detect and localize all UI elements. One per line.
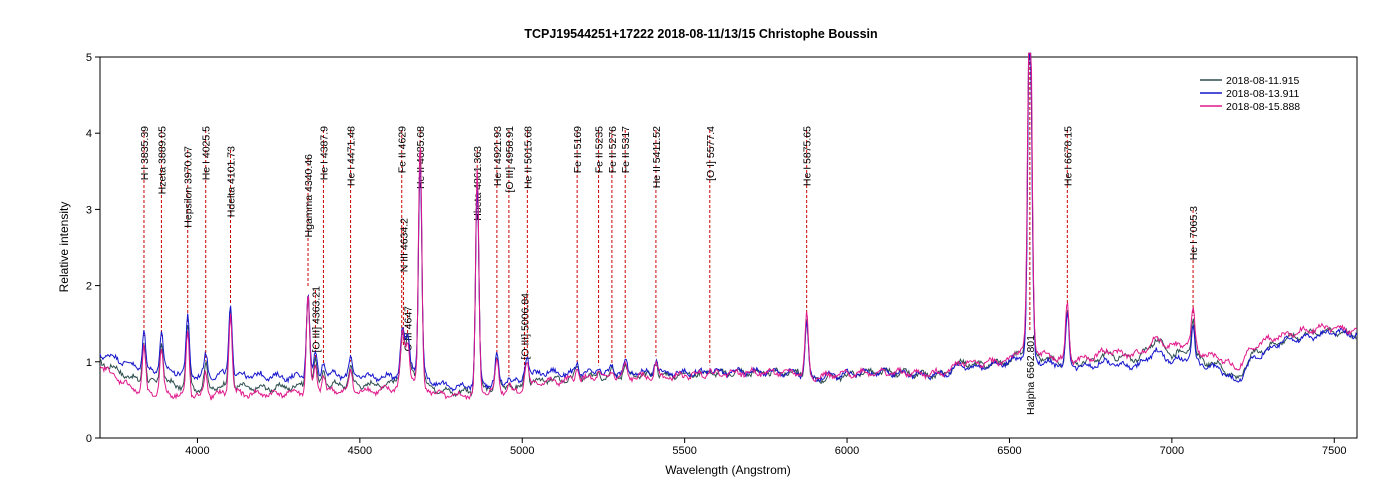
marker-label-hzeta-3889-05: Hzeta 3889.05 — [156, 126, 168, 194]
marker-label-hgamma-4340-46: Hgamma 4340.46 — [303, 154, 315, 238]
chart-title: TCPJ19544251+17222 2018-08-11/13/15 Chri… — [524, 27, 877, 41]
y-tick-label-0: 0 — [86, 433, 92, 445]
legend-label-2018-08-11.915: 2018-08-11.915 — [1226, 75, 1300, 87]
marker-label--o-iii-5006-84: [O III] 5006.84 — [519, 293, 531, 360]
emission-line-markers: H I 3835.39 Hzeta 3889.05 Hepsilon 3970.07… — [139, 57, 1200, 415]
x-tick-label-4000: 4000 — [185, 445, 209, 457]
marker-label-he-i-4387-9: He I 4387.9 — [318, 126, 330, 180]
x-tick-label-5500: 5500 — [672, 445, 696, 457]
x-tick-label-6000: 6000 — [835, 445, 859, 457]
marker-label-n-iii-4634-2: N III 4634.2 — [398, 218, 410, 272]
marker-label--o-i-5577-4: [O I] 5577.4 — [705, 126, 717, 181]
x-tick-label-4500: 4500 — [348, 445, 372, 457]
marker-label-hdelta-4101-73: Hdelta 4101.73 — [225, 146, 237, 217]
x-tick-label-6500: 6500 — [997, 445, 1021, 457]
spectrum-series — [99, 52, 1358, 401]
y-tick-label-1: 1 — [86, 357, 92, 369]
marker-label-fe-ii-5276: Fe II 5276 — [607, 126, 619, 173]
legend-label-2018-08-13.911: 2018-08-13.911 — [1226, 88, 1300, 100]
marker-label-he-ii-5015-68: He II 5015.68 — [522, 126, 534, 189]
marker-label-fe-ii-5169: Fe II 5169 — [572, 126, 584, 173]
marker-label-he-ii-5411-52: He II 5411.52 — [651, 126, 663, 188]
y-axis-label: Relative intensity — [57, 202, 71, 293]
marker-label-he-i-4025-5: He I 4025.5 — [201, 126, 213, 180]
x-axis-label: Wavelength (Angstrom) — [665, 463, 791, 477]
y-tick-label-3: 3 — [86, 204, 92, 216]
marker-label-he-i-4471-48: He I 4471.48 — [346, 126, 358, 186]
marker-label--o-iii-4363-21: [O III] 4363.21 — [310, 286, 322, 353]
marker-label-hepsilon-3970-07: Hepsilon 3970.07 — [183, 146, 195, 228]
marker-label-fe-ii-4629: Fe II 4629 — [397, 126, 409, 173]
marker-label-he-i-5875-65: He I 5875.65 — [802, 126, 814, 186]
series-line-2018-08-15.888 — [99, 52, 1358, 401]
marker-label-h-i-3835-39: H I 3835.39 — [139, 126, 151, 180]
x-tick-label-7000: 7000 — [1160, 445, 1184, 457]
marker-label-he-i-6678-15: He I 6678.15 — [1062, 126, 1074, 186]
legend: 2018-08-11.9152018-08-13.9112018-08-15.8… — [1200, 75, 1300, 113]
legend-label-2018-08-15.888: 2018-08-15.888 — [1226, 101, 1300, 113]
marker-label-fe-ii-5235: Fe II 5235 — [594, 126, 606, 173]
x-tick-label-7500: 7500 — [1322, 445, 1346, 457]
axes: 4000 4500 5000 5500 6000 6500 7000 7500 0 1 2 3 4 5 — [86, 52, 1347, 457]
marker-label-fe-ii-5317: Fe II 5317 — [620, 126, 632, 173]
marker-label-c-iii-4647: C III 4647 — [403, 306, 415, 352]
marker-label--o-iii-4958-91: [O III] 4958.91 — [504, 126, 516, 193]
x-tick-label-5000: 5000 — [510, 445, 534, 457]
marker-label-he-i-7065-3: He I 7065.3 — [1188, 206, 1200, 260]
marker-label-hbeta-4861-363: Hbeta 4861.363 — [472, 146, 484, 221]
y-tick-label-5: 5 — [86, 52, 92, 64]
y-tick-label-4: 4 — [86, 128, 92, 140]
y-tick-label-2: 2 — [86, 281, 92, 293]
marker-label-he-i-4921-93: He I 4921.93 — [492, 126, 504, 186]
marker-label-halpha-6562-801: Halpha 6562.801 — [1025, 335, 1037, 415]
